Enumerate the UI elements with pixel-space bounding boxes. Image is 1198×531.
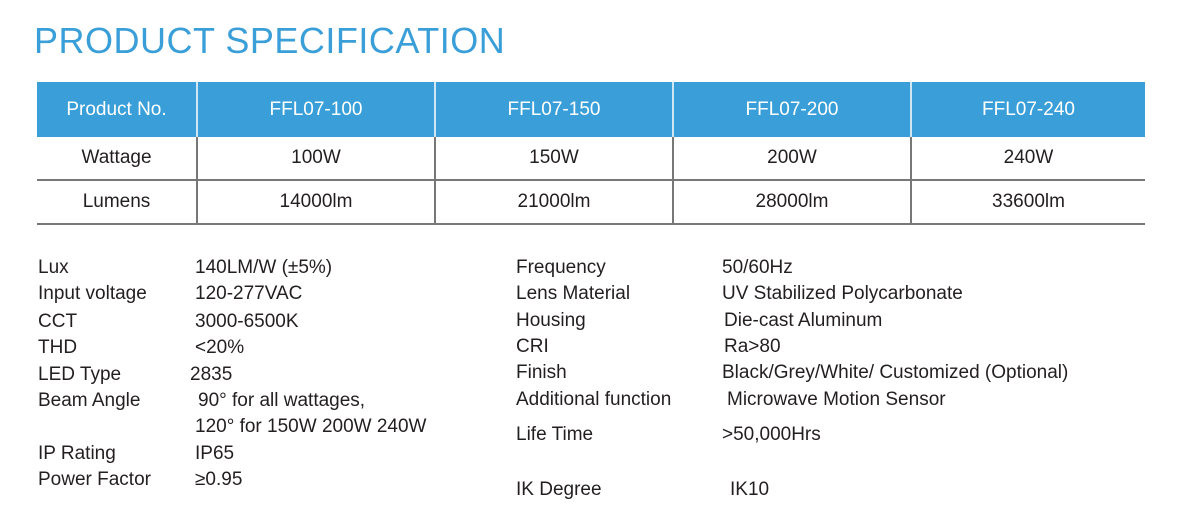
spec-label: IP Rating [38,443,116,464]
header-cell: FFL07-240 [910,82,1145,137]
spec-value: 140LM/W (±5%) [195,257,333,278]
spec-label: Lens Material [516,283,631,304]
spec-value: 50/60Hz [722,257,793,278]
page-title: PRODUCT SPECIFICATION [34,20,506,61]
spec-label: IK Degree [516,479,602,500]
table-cell: 200W [672,137,911,181]
table-cell: 240W [910,137,1145,181]
header-cell: FFL07-150 [434,82,673,137]
table-header-row: Product No. FFL07-100 FFL07-150 FFL07-20… [37,82,1145,137]
spec-label: THD [38,337,78,358]
spec-label: Beam Angle [38,390,141,411]
spec-value: <20% [195,337,245,358]
spec-label: Housing [516,310,586,331]
spec-value: >50,000Hrs [722,424,821,445]
spec-label: Input voltage [38,283,147,304]
spec-value: 3000-6500K [195,311,299,332]
table-cell: 100W [196,137,435,181]
spec-value: 2835 [190,364,233,385]
table-cell: 21000lm [434,180,673,225]
spec-value: 120-277VAC [195,283,303,304]
table-cell: 28000lm [672,180,911,225]
spec-value: IK10 [730,479,770,500]
spec-value: Black/Grey/White/ Customized (Optional) [722,362,1069,383]
spec-value: Microwave Motion Sensor [727,389,946,410]
spec-value: 120° for 150W 200W 240W [195,416,427,437]
table-cell: 14000lm [196,180,435,225]
spec-value: IP65 [195,443,235,464]
header-cell: FFL07-200 [672,82,911,137]
table-cell: 150W [434,137,673,181]
table-cell: 33600lm [910,180,1145,225]
spec-value: UV Stabilized Polycarbonate [722,283,963,304]
header-cell: Product No. [37,82,197,137]
spec-value: ≥0.95 [195,469,243,490]
spec-label: LED Type [38,364,122,385]
spec-table: Product No. FFL07-100 FFL07-150 FFL07-20… [37,82,1145,225]
spec-label: Additional function [516,389,672,410]
row-label: Wattage [37,137,197,181]
header-cell: FFL07-100 [196,82,435,137]
spec-label: CCT [38,311,78,332]
spec-value: 90° for all wattages, [198,390,366,411]
table-row: Wattage 100W 150W 200W 240W [37,137,1145,181]
spec-value: Ra>80 [724,336,781,357]
spec-label: CRI [516,336,549,357]
spec-value: Die-cast Aluminum [724,310,883,331]
spec-label: Lux [38,257,69,278]
table-row: Lumens 14000lm 21000lm 28000lm 33600lm [37,180,1145,225]
row-label: Lumens [37,180,197,225]
spec-label: Power Factor [38,469,151,490]
spec-label: Life Time [516,424,594,445]
spec-label: Finish [516,362,567,383]
spec-label: Frequency [516,257,606,278]
